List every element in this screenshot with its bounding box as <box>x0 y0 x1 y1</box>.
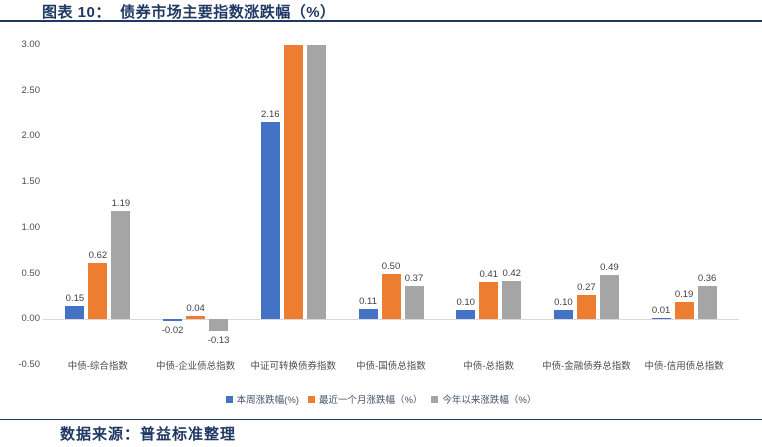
x-axis-label: 中债-总指数 <box>463 361 515 372</box>
zero-axis-line <box>43 319 739 320</box>
data-label: 0.42 <box>502 267 521 279</box>
data-label: 0.10 <box>554 297 573 309</box>
bar-series1-cat3 <box>260 121 280 320</box>
bar-series3-cat5 <box>502 280 522 320</box>
bar-series2-cat4 <box>381 273 401 320</box>
bar-series2-cat6 <box>576 294 596 320</box>
y-tick-label: -0.50 <box>18 359 40 370</box>
data-label: 0.50 <box>381 260 401 272</box>
legend-swatch-icon <box>307 395 315 403</box>
x-axis-label: 中债-企业债总指数 <box>155 361 236 372</box>
x-axis-label: 中债-国债总指数 <box>356 361 426 372</box>
legend-item: 今年以来涨跌幅（%） <box>431 392 536 406</box>
legend-item: 本周涨跌幅(%) <box>225 392 299 406</box>
y-tick-label: 2.00 <box>21 130 41 142</box>
figure-title: 图表 10： 债券市场主要指数涨跌幅（%） <box>42 4 336 21</box>
bar-series1-cat1 <box>65 305 85 320</box>
y-tick-label: 1.00 <box>21 221 41 233</box>
data-label: 0.11 <box>359 296 377 308</box>
bar-series3-cat3 <box>306 45 326 320</box>
bar-series2-cat1 <box>88 262 108 320</box>
bar-chart: 3.00 2.50 2.00 1.50 1.00 0.50 0.00 -0.50 0.15 0.… <box>0 22 762 412</box>
legend-label: 最近一个月涨跌幅（%） <box>318 395 423 406</box>
bar-series2-cat7 <box>674 301 694 320</box>
y-axis: 3.00 2.50 2.00 1.50 1.00 0.50 0.00 -0.50 <box>0 39 41 370</box>
data-label: 0.36 <box>697 273 717 285</box>
bar-series3-cat7 <box>697 286 717 320</box>
data-label: 0.04 <box>186 302 205 314</box>
bar-series2-cat3 <box>283 45 303 320</box>
data-label: 0.27 <box>577 281 596 293</box>
footer-divider <box>0 419 762 420</box>
bar-series3-cat6 <box>599 274 619 320</box>
legend-label: 本周涨跌幅(%) <box>236 395 299 406</box>
x-axis-label: 中债-信用债总指数 <box>644 361 724 372</box>
data-label: 0.37 <box>404 272 424 284</box>
bar-series3-cat1 <box>111 210 131 320</box>
y-tick-label: 1.50 <box>21 176 41 188</box>
x-axis-label: 中债-金融债券总指数 <box>542 361 631 372</box>
data-label: 0.62 <box>88 249 108 261</box>
data-label: 2.16 <box>261 108 280 120</box>
x-axis: 中债-综合指数 中债-企业债总指数 中证可转换债券指数 中债-国债总指数 中债-总指数 中… <box>49 358 733 374</box>
legend-swatch-icon <box>225 395 233 403</box>
data-source: 数据来源：普益标准整理 <box>60 426 237 443</box>
y-tick-label: 0.00 <box>21 313 41 325</box>
data-label: -0.02 <box>161 325 184 337</box>
x-axis-label: 中证可转换债券指数 <box>250 361 336 372</box>
y-tick-label: 0.50 <box>21 267 41 279</box>
data-label: 1.19 <box>111 197 131 209</box>
data-label: 0.10 <box>456 297 475 309</box>
y-tick-label: 2.50 <box>21 84 41 96</box>
data-label: 0.15 <box>65 292 85 304</box>
legend-label: 今年以来涨跌幅（%） <box>442 395 537 406</box>
y-tick-label: 3.00 <box>21 39 41 50</box>
bar-series3-cat2 <box>209 319 229 332</box>
plot-area: 0.15 0.62 1.19 -0.02 0.04 -0.13 2.16 0.11 0.50 0.… <box>43 45 739 365</box>
title-divider <box>0 20 762 22</box>
bar-series1-cat7 <box>651 318 671 320</box>
data-label: 0.49 <box>600 261 619 273</box>
data-label: 0.19 <box>674 288 694 300</box>
bar-series3-cat4 <box>404 285 424 320</box>
data-label: 0.01 <box>651 305 671 317</box>
bar-series1-cat6 <box>553 310 573 320</box>
x-axis-label: 中债-综合指数 <box>67 361 128 372</box>
bar-series1-cat2 <box>163 319 183 322</box>
chart-legend: 本周涨跌幅(%) 最近一个月涨跌幅（%） 今年以来涨跌幅（%） <box>0 392 762 406</box>
bar-series1-cat4 <box>358 309 378 320</box>
bar-series1-cat5 <box>456 310 476 320</box>
legend-swatch-icon <box>431 395 439 403</box>
data-label: 0.41 <box>479 268 498 280</box>
bar-series2-cat5 <box>479 281 499 320</box>
bar-series2-cat2 <box>186 315 206 320</box>
legend-item: 最近一个月涨跌幅（%） <box>307 392 423 406</box>
data-label: -0.13 <box>207 335 230 347</box>
